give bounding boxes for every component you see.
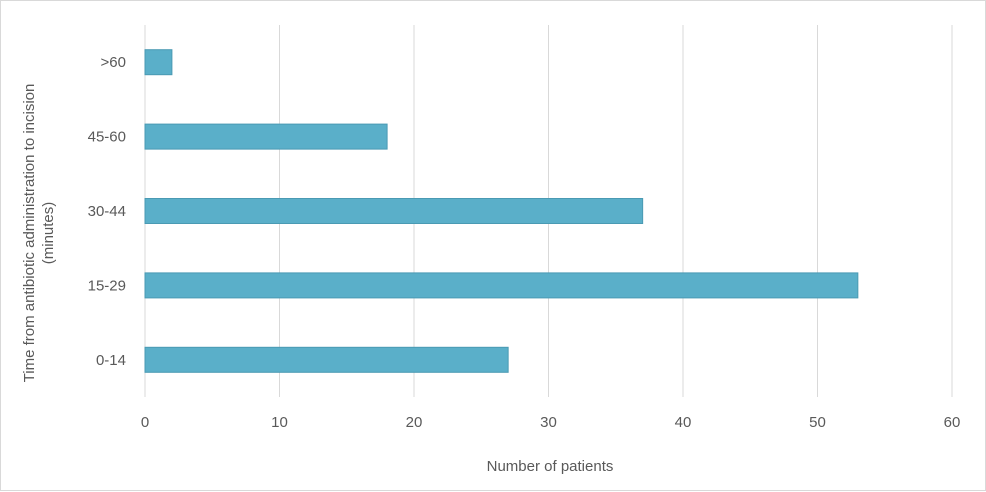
y-axis-title-line-1: Time from antibiotic administration to i… xyxy=(21,84,38,383)
x-tick-label-0: 0 xyxy=(141,414,149,431)
x-tick-labels: 0 10 20 30 40 50 60 xyxy=(141,414,961,431)
x-axis-title: Number of patients xyxy=(487,458,614,475)
x-tick-label-50: 50 xyxy=(809,414,826,431)
x-tick-label-60: 60 xyxy=(944,414,961,431)
x-tick-label-30: 30 xyxy=(540,414,557,431)
y-tick-label-30-44: 30-44 xyxy=(88,203,126,220)
y-tick-label->60: >60 xyxy=(101,54,126,71)
x-tick-label-20: 20 xyxy=(406,414,423,431)
y-tick-label-45-60: 45-60 xyxy=(88,129,126,146)
x-tick-label-10: 10 xyxy=(271,414,288,431)
bars xyxy=(144,49,859,373)
y-tick-label-15-29: 15-29 xyxy=(88,277,126,294)
bar->60 xyxy=(144,49,173,76)
bar-0-14 xyxy=(144,346,509,373)
y-tick-label-0-14: 0-14 xyxy=(96,352,126,369)
y-axis-title: Time from antibiotic administration to i… xyxy=(21,84,57,383)
x-tick-label-40: 40 xyxy=(675,414,692,431)
bar-45-60 xyxy=(144,123,388,150)
y-tick-labels: 0-14 15-29 30-44 45-60 >60 xyxy=(88,54,126,369)
bar-15-29 xyxy=(144,272,859,299)
bar-30-44 xyxy=(144,198,644,224)
y-axis-title-line-2: (minutes) xyxy=(40,202,57,265)
